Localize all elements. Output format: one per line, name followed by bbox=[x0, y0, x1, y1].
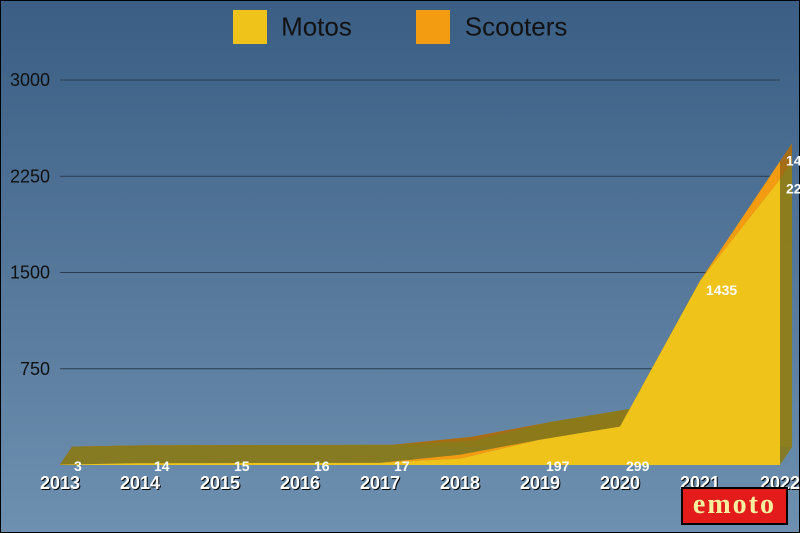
svg-text:1500: 1500 bbox=[10, 263, 50, 283]
svg-text:750: 750 bbox=[20, 359, 50, 379]
data-label-motos: 2226 bbox=[786, 180, 800, 196]
x-label: 2013 bbox=[40, 473, 80, 493]
data-label-scooters: 140 bbox=[786, 152, 800, 168]
x-label: 2020 bbox=[600, 473, 640, 493]
x-label: 2017 bbox=[360, 473, 400, 493]
data-label-motos: 16 bbox=[314, 458, 330, 474]
chart-container: Motos Scooters 7501500225030002013201320… bbox=[0, 0, 800, 533]
chart-svg: 7501500225030002013201320142014201520152… bbox=[0, 0, 800, 533]
x-label: 2014 bbox=[120, 473, 160, 493]
x-label: 2018 bbox=[440, 473, 480, 493]
data-label-motos: 14 bbox=[154, 458, 170, 474]
svg-text:2250: 2250 bbox=[10, 166, 50, 186]
logo-text: emoto bbox=[693, 489, 776, 520]
area-motos bbox=[60, 179, 780, 465]
svg-text:3000: 3000 bbox=[10, 70, 50, 90]
data-label-motos: 17 bbox=[394, 458, 410, 474]
x-label: 2015 bbox=[200, 473, 240, 493]
logo-badge: emoto bbox=[681, 487, 788, 525]
data-label-motos: 299 bbox=[626, 458, 650, 474]
data-label-motos: 197 bbox=[546, 458, 570, 474]
data-label-motos: 1435 bbox=[706, 282, 737, 298]
x-label: 2016 bbox=[280, 473, 320, 493]
data-label-motos: 15 bbox=[234, 458, 250, 474]
x-label: 2019 bbox=[520, 473, 560, 493]
data-label-motos: 3 bbox=[74, 458, 82, 474]
